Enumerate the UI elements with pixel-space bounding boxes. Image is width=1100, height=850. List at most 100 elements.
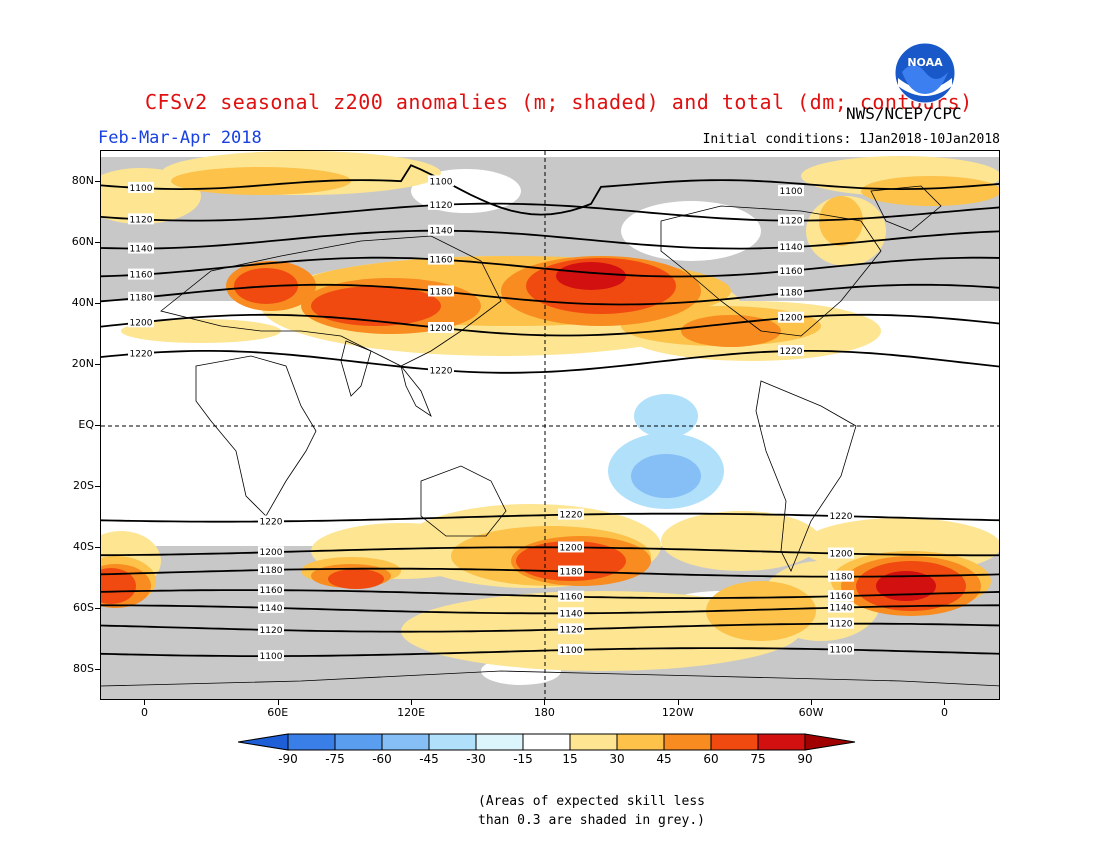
- contour-label-text: 1100: [780, 187, 803, 197]
- contour-label: 1220: [128, 347, 154, 359]
- lat-tick: [95, 547, 100, 549]
- contour-label: 1100: [558, 643, 584, 656]
- lon-tick: [277, 700, 279, 705]
- contour-label: 1120: [828, 617, 854, 630]
- contour-label: 1160: [258, 584, 284, 596]
- lon-label-3: 180: [533, 706, 555, 719]
- contour-label: 1200: [828, 547, 854, 560]
- colorbar-arrow-right: [804, 733, 856, 751]
- lon-label-2: 120E: [397, 706, 426, 719]
- contour-label: 1120: [778, 214, 804, 227]
- contour-label: 1160: [778, 264, 804, 277]
- contour-label-text: 1180: [830, 573, 853, 583]
- contour-label-text: 1140: [560, 609, 583, 619]
- logo-text: NOAA: [907, 56, 943, 69]
- contour-label-text: 1180: [430, 287, 453, 297]
- contour-label-text: 1120: [260, 626, 283, 636]
- contour-label: 1100: [128, 181, 154, 194]
- contour-label-text: 1200: [130, 318, 153, 328]
- contour-label: 1140: [428, 224, 454, 237]
- initial-conditions: Initial conditions: 1Jan2018-10Jan2018: [702, 132, 1000, 147]
- contour-label-text: 1200: [430, 324, 453, 334]
- contour-label: 1160: [558, 590, 584, 603]
- lat-label-20n: 20N: [71, 356, 94, 370]
- lat-label-40n: 40N: [71, 295, 94, 309]
- lon-label-1: 60E: [267, 706, 289, 719]
- contour-1220: [101, 350, 999, 374]
- lon-tick: [144, 700, 146, 705]
- lat-tick: [95, 180, 100, 182]
- lat-label-80n: 80N: [71, 173, 94, 187]
- contour-label-text: 1220: [560, 511, 583, 521]
- contour-label: 1180: [778, 286, 804, 299]
- colorbar-swatch: [663, 733, 712, 751]
- contour-label: 1220: [828, 510, 854, 522]
- contour-label: 1100: [428, 175, 454, 187]
- contour-label-text: 1220: [260, 517, 283, 527]
- lat-label-eq: EQ: [78, 418, 94, 431]
- contour-label-text: 1180: [780, 289, 803, 299]
- contour-label-text: 1120: [430, 201, 453, 211]
- contour-label: 1200: [778, 311, 804, 324]
- contour-label-text: 1100: [830, 646, 853, 656]
- contour-1200: [101, 313, 999, 337]
- lat-tick: [95, 486, 100, 488]
- contour-label-text: 1160: [830, 592, 853, 602]
- map-title: CFSv2 seasonal z200 anomalies (m; shaded…: [145, 90, 973, 114]
- colorbar-tick: -60: [372, 752, 392, 766]
- coastlines: [101, 185, 999, 687]
- contour-label-text: 1200: [560, 543, 583, 553]
- contour-label-text: 1160: [560, 593, 583, 603]
- grid-lines: [101, 151, 999, 699]
- colorbar-swatch: [475, 733, 524, 751]
- contour-label: 1220: [428, 364, 454, 376]
- lat-label-40s: 40S: [73, 540, 94, 554]
- lat-label-20s: 20S: [73, 479, 94, 493]
- contour-1160: [101, 256, 999, 278]
- contour-label-text: 1200: [830, 550, 853, 560]
- contour-label: 1100: [258, 650, 284, 662]
- contour-label: 1140: [828, 601, 854, 614]
- contour-label-text: 1220: [130, 349, 153, 359]
- contour-1180: [101, 283, 999, 306]
- contour-label-text: 1140: [780, 243, 803, 253]
- contour-label: 1220: [558, 508, 584, 521]
- colorbar-tick: 15: [562, 752, 578, 766]
- lon-tick: [544, 700, 546, 705]
- contour-label: 1100: [828, 643, 854, 656]
- colorbar-tick: -75: [325, 752, 345, 766]
- contour-label: 1220: [258, 515, 284, 527]
- contour-label-text: 1180: [560, 568, 583, 578]
- colorbar-swatch: [381, 733, 430, 751]
- contour-label-text: 1220: [780, 347, 803, 357]
- lon-tick: [944, 700, 946, 705]
- contour-label: 1160: [828, 590, 854, 602]
- contour-label-text: 1100: [260, 652, 283, 662]
- contour-label: 1120: [258, 623, 284, 636]
- contour-label-text: 1140: [260, 604, 283, 614]
- colorbar-swatch: [287, 733, 336, 751]
- contour-label-text: 1180: [260, 566, 283, 576]
- contour-label-text: 1160: [430, 256, 453, 266]
- lat-label-60n: 60N: [71, 234, 94, 248]
- map-panel: 1100 1100 1100 1120 1120 1120 1140 1140 1140 1160…: [100, 150, 1000, 700]
- note-line-1: (Areas of expected skill less: [478, 794, 705, 809]
- colorbar-tick: 30: [609, 752, 625, 766]
- colorbar-tick: -15: [513, 752, 533, 766]
- colorbar: [238, 733, 856, 751]
- lat-tick: [95, 608, 100, 610]
- colorbar-swatch: [428, 733, 477, 751]
- noaa-logo-icon: NOAA: [894, 42, 956, 104]
- colorbar-swatch: [710, 733, 759, 751]
- height-contours: [101, 164, 999, 657]
- contour-1120: [101, 202, 999, 222]
- anomaly-map: 1100 1100 1100 1120 1120 1120 1140 1140 1140 1160…: [101, 151, 999, 699]
- lon-label-5: 60W: [798, 706, 824, 719]
- lat-tick: [95, 241, 100, 243]
- lat-tick: [95, 302, 100, 304]
- lat-label-60s: 60S: [73, 601, 94, 615]
- anomaly-negative: [608, 394, 724, 509]
- contour-label-text: 1160: [780, 267, 803, 277]
- contour-label-text: 1100: [430, 177, 453, 187]
- contour-label: 1180: [128, 291, 154, 304]
